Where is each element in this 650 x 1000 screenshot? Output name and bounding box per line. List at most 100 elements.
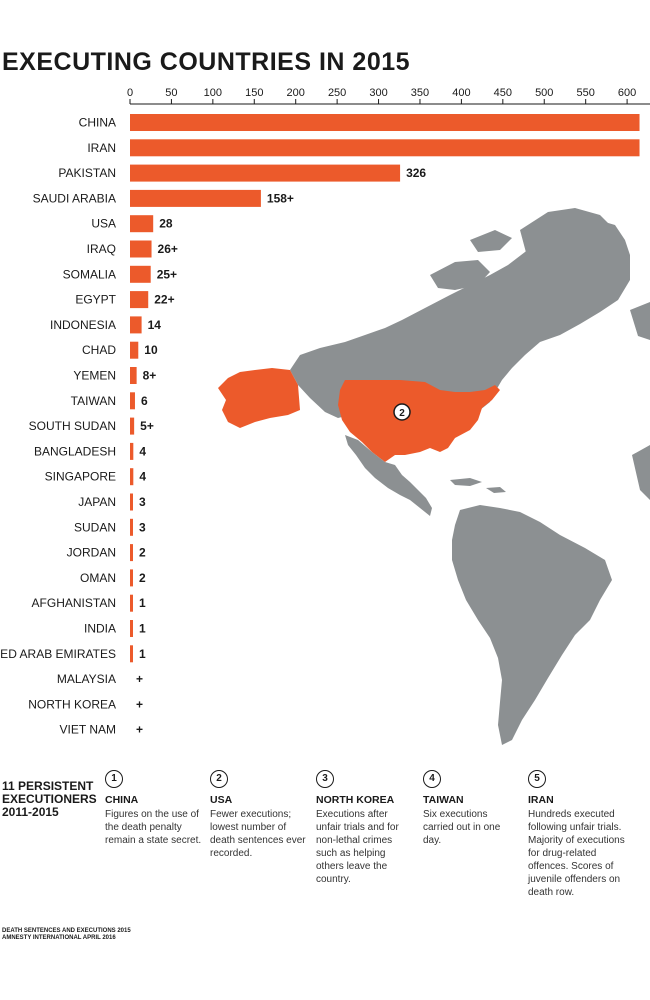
bar [130, 392, 135, 410]
category-label: NORTH KOREA [28, 697, 116, 711]
bar [130, 645, 133, 663]
x-tick-label: 200 [287, 87, 305, 99]
bar [130, 544, 133, 562]
value-label: 6 [141, 394, 148, 408]
category-label: YEMEN [73, 369, 116, 383]
category-label: JORDAN [67, 546, 116, 560]
persistent-item-iran: 5 IRAN Hundreds executed following unfai… [528, 770, 628, 899]
value-label: 28 [159, 217, 173, 231]
value-label: 158+ [267, 191, 294, 205]
item-number-badge: 5 [528, 770, 546, 788]
x-tick-label: 350 [411, 87, 429, 99]
category-label: SOMALIA [63, 267, 116, 281]
item-country: CHINA [105, 794, 139, 806]
bar [130, 341, 139, 359]
value-label: 1 [139, 647, 146, 661]
value-label: 3 [139, 520, 146, 534]
persistent-item-china: 1 CHINA Figures on the use of the death … [105, 770, 205, 847]
bar [130, 569, 133, 587]
bar [130, 468, 134, 486]
value-label: 4 [139, 470, 146, 484]
bar [130, 518, 133, 536]
category-label: EGYPT [75, 293, 116, 307]
value-label: 22+ [154, 293, 174, 307]
persistent-item-north-korea: 3 NORTH KOREA Executions after unfair tr… [316, 770, 408, 886]
value-label: 2 [139, 546, 146, 560]
bar [130, 291, 149, 309]
item-country: NORTH KOREA [316, 794, 395, 806]
footer-report-title: DEATH SENTENCES AND EXECUTIONS 2015 [2, 928, 131, 934]
item-description: Hundreds executed following unfair trial… [528, 809, 625, 898]
item-description: Executions after unfair trials and for n… [316, 809, 399, 885]
category-label: VIET NAM [60, 723, 116, 737]
category-label: JAPAN [78, 495, 116, 509]
footer-publisher: AMNESTY INTERNATIONAL APRIL 2016 [2, 935, 116, 941]
category-label: SUDAN [74, 520, 116, 534]
category-label: AFGHANISTAN [32, 596, 116, 610]
value-label: 3 [139, 495, 146, 509]
x-tick-label: 150 [245, 87, 263, 99]
category-label: IRAN [87, 141, 116, 155]
europe-edge-shape [630, 302, 650, 500]
usa-marker [393, 403, 411, 421]
item-number-badge: 1 [105, 770, 123, 788]
bar-chart: 2 0 50 100 150 200 250 300 350 400 450 500 550 600 C… [0, 87, 650, 745]
persistent-item-usa: 2 USA Fewer executions; lowest number of… [210, 770, 310, 860]
footer: DEATH SENTENCES AND EXECUTIONS 2015 AMNE… [2, 928, 131, 942]
bar [130, 189, 261, 207]
item-description: Fewer executions; lowest number of death… [210, 809, 306, 859]
value-label: 1 [139, 622, 146, 636]
x-axis: 0 50 100 150 200 250 300 350 400 450 500 550 600 [127, 87, 650, 105]
bar [130, 417, 135, 435]
x-tick-label: 50 [165, 87, 177, 99]
category-label: IRAQ [87, 242, 116, 256]
x-tick-label: 400 [452, 87, 470, 99]
bar [130, 114, 640, 131]
usa-shape[interactable] [338, 380, 500, 462]
x-tick-label: 550 [576, 87, 594, 99]
value-label: 25+ [157, 267, 177, 281]
bar [130, 620, 133, 637]
value-label: + [136, 723, 143, 737]
value-label: 4 [139, 444, 146, 458]
category-label: INDONESIA [50, 318, 116, 332]
value-label: + [136, 697, 143, 711]
usa-marker-label: 2 [399, 408, 405, 419]
alaska-shape[interactable] [218, 368, 300, 428]
category-label: UNITED ARAB EMIRATES [0, 647, 116, 661]
bar [130, 442, 134, 460]
bar [130, 215, 154, 233]
bar [130, 493, 133, 511]
chart-title: EXECUTING COUNTRIES IN 2015 [2, 48, 411, 76]
value-label: 14 [148, 318, 162, 332]
item-number-badge: 4 [423, 770, 441, 788]
item-description: Figures on the use of the death penalty … [105, 809, 202, 846]
category-label: SAUDI ARABIA [33, 191, 116, 205]
category-label: MALAYSIA [57, 672, 116, 686]
category-label: INDIA [84, 622, 116, 636]
category-label: OMAN [80, 571, 116, 585]
persistent-title: 11 PERSISTENT EXECUTIONERS 2011-2015 [2, 779, 97, 819]
bar [130, 164, 401, 182]
x-tick-label: 500 [535, 87, 553, 99]
persistent-item-taiwan: 4 TAIWAN Six executions carried out in o… [423, 770, 515, 847]
value-label: 10 [144, 343, 158, 357]
x-tick-label: 0 [127, 87, 133, 99]
bar [130, 316, 142, 334]
item-number-badge: 3 [316, 770, 334, 788]
arctic-islands-shape [430, 230, 512, 290]
item-description: Six executions carried out in one day. [423, 809, 501, 846]
item-country: IRAN [528, 794, 554, 806]
caribbean-shape [450, 478, 506, 493]
value-label: 2 [139, 571, 146, 585]
americas-map: 2 [218, 208, 650, 745]
category-label: SOUTH SUDAN [29, 419, 116, 433]
value-label: + [136, 672, 143, 686]
category-label: PAKISTAN [58, 166, 116, 180]
x-tick-label: 250 [328, 87, 346, 99]
bar [130, 240, 152, 258]
category-label: USA [91, 217, 116, 231]
bar [130, 265, 151, 283]
category-label: CHAD [82, 343, 116, 357]
